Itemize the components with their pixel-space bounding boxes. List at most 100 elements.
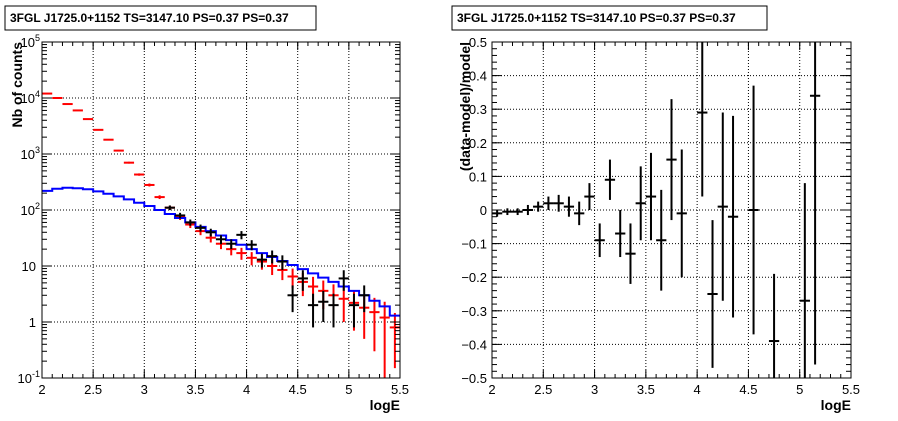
left-series-0-point xyxy=(134,173,145,176)
right-series-0-point xyxy=(707,220,718,368)
right-chart-title: 3FGL J1725.0+1152 TS=3147.10 PS=0.37 PS=… xyxy=(457,11,736,25)
left-series-2-point xyxy=(215,235,227,245)
right-series-0-point xyxy=(502,208,513,216)
right-x-tick-label: 4.5 xyxy=(739,382,757,397)
right-y-tick-label: −0.1 xyxy=(461,237,487,252)
left-series-2-point xyxy=(348,293,360,328)
right-y-tick-label: 0.1 xyxy=(469,169,487,184)
left-series-0-point xyxy=(72,109,83,112)
left-grid xyxy=(42,42,400,378)
left-x-tick-label: 3 xyxy=(141,382,148,397)
right-series-0-point xyxy=(809,42,821,365)
right-y-tick-label: 0.4 xyxy=(469,69,487,84)
right-series-0-point xyxy=(522,204,534,216)
left-y-tick-label: 10 xyxy=(22,259,36,274)
right-y-ticks: −0.5 −0.4 −0.3 −0.2 −0.1 0 0.1 0.2 0.3 0.4 0.5 xyxy=(461,35,851,386)
right-y-tick-label: −0.5 xyxy=(461,371,487,386)
left-series-0-point xyxy=(236,247,247,260)
right-x-tick-label: 3 xyxy=(591,382,598,397)
left-series-2-point xyxy=(164,205,175,211)
right-y-tick-label: −0.2 xyxy=(461,270,487,285)
left-plot-frame xyxy=(41,41,401,379)
right-series-0-point xyxy=(656,189,667,291)
right-y-tick-label: −0.3 xyxy=(461,304,487,319)
left-title-box: 3FGL J1725.0+1152 TS=3147.10 PS=0.37 PS=… xyxy=(4,5,317,31)
left-x-tick-label: 4 xyxy=(243,382,250,397)
right-series-0-point xyxy=(553,194,564,212)
left-series-0-point xyxy=(93,128,104,131)
left-series-0-point xyxy=(338,287,349,322)
right-series-0-point xyxy=(727,115,739,318)
left-chart-title: 3FGL J1725.0+1152 TS=3147.10 PS=0.37 PS=… xyxy=(10,11,289,25)
left-series-0-point xyxy=(103,138,114,141)
right-series-0-point xyxy=(533,201,544,212)
left-series-0-point xyxy=(62,103,73,106)
right-plot-area xyxy=(492,42,821,378)
left-series-2-point xyxy=(267,250,278,264)
right-x-tick-label: 5 xyxy=(796,382,803,397)
right-series-0-point xyxy=(799,183,810,378)
left-series-0-point xyxy=(154,195,165,200)
left-series-2-point xyxy=(246,240,257,251)
left-x-tick-label: 4.5 xyxy=(289,382,307,397)
left-series-2-point xyxy=(297,270,308,291)
left-y-tick-label: 102 xyxy=(21,201,40,218)
right-title-box: 3FGL J1725.0+1152 TS=3147.10 PS=0.37 PS=… xyxy=(451,5,768,31)
left-series-2-point xyxy=(277,255,288,270)
left-y-tick-label: 10-1 xyxy=(18,369,40,386)
left-series-0-point xyxy=(389,312,400,369)
right-series-0-point xyxy=(625,223,636,284)
left-series-0-point xyxy=(379,301,390,378)
left-series-2-point xyxy=(236,231,247,240)
left-x-tick-label: 5 xyxy=(345,382,352,397)
right-series-0-point xyxy=(635,166,646,241)
right-x-tick-label: 4 xyxy=(694,382,701,397)
right-y-tick-label: 0.2 xyxy=(469,136,487,151)
left-series-2-point xyxy=(256,253,268,268)
left-series-0-point xyxy=(369,297,380,352)
right-series-0-point xyxy=(676,149,687,278)
left-y-tick-label: 104 xyxy=(21,89,40,106)
left-series-2-point xyxy=(359,285,370,313)
left-y-tick-label: 105 xyxy=(21,33,40,50)
right-y-tick-label: 0.5 xyxy=(469,35,487,50)
right-x-tick-label: 3.5 xyxy=(637,382,655,397)
left-series-2-point xyxy=(338,270,349,291)
left-series-2-point xyxy=(328,293,339,328)
right-y-tick-label: −0.4 xyxy=(461,337,487,352)
left-series-0-point xyxy=(113,149,124,152)
right-x-tick-label: 2.5 xyxy=(534,382,552,397)
right-y-tick-label: 0.3 xyxy=(469,102,487,117)
right-y-tick-label: 0 xyxy=(480,203,487,218)
right-series-0-point xyxy=(594,223,605,258)
right-series-0-point xyxy=(563,196,575,217)
left-x-tick-label: 3.5 xyxy=(186,382,204,397)
left-series-2-point xyxy=(185,219,196,226)
right-series-0-point xyxy=(543,196,554,210)
left-x-tick-label: 2 xyxy=(38,382,45,397)
right-x-tick-label: 2 xyxy=(488,382,495,397)
left-series-2-point xyxy=(205,228,216,237)
left-series-2-point xyxy=(307,293,319,328)
left-series-2-point xyxy=(318,290,329,322)
right-series-0-point xyxy=(748,85,759,335)
left-series-0-point xyxy=(144,183,155,187)
right-x-ticks: 2 2.5 3 3.5 4 4.5 5 5.5 xyxy=(488,42,860,397)
right-series-0-point xyxy=(645,152,657,241)
right-series-0-point xyxy=(604,159,616,200)
left-series-2-point xyxy=(195,224,206,232)
left-y-axis-label: Nb of counts xyxy=(9,42,25,128)
right-series-0-point xyxy=(768,273,780,378)
left-y-tick-label: 103 xyxy=(21,145,40,162)
right-y-axis-label: (data-model)/model xyxy=(457,42,473,171)
left-x-axis-label: logE xyxy=(370,397,400,413)
left-series-2-point xyxy=(287,285,298,313)
right-series-0-point xyxy=(697,42,708,197)
left-series-2-point xyxy=(174,212,186,219)
right-series-0-point xyxy=(574,201,585,226)
left-x-ticks: 2 2.5 3 3.5 4 4.5 5 5.5 xyxy=(38,42,409,397)
left-series-1-model-step xyxy=(42,186,400,317)
left-panel: 3FGL J1725.0+1152 TS=3147.10 PS=0.37 PS=… xyxy=(4,5,409,413)
right-series-0-point xyxy=(666,99,677,221)
